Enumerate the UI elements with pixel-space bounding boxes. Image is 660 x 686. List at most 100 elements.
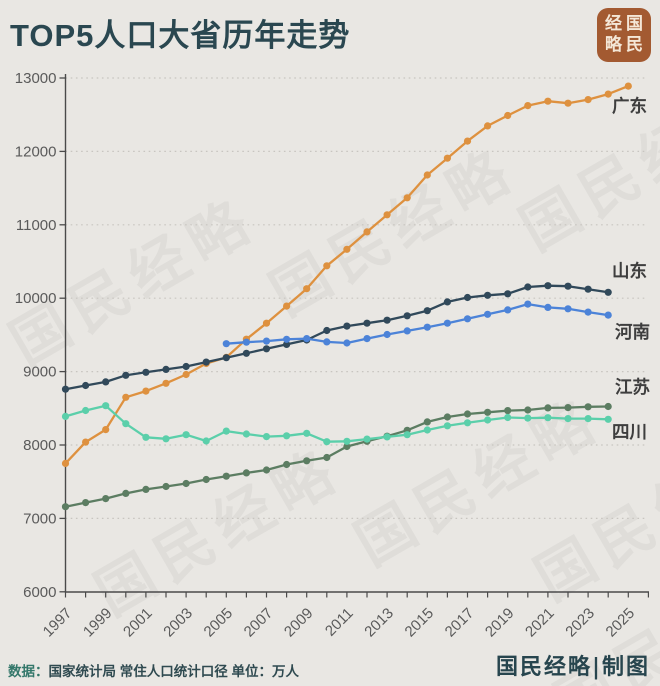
data-point <box>383 330 391 339</box>
data-point <box>323 453 331 462</box>
data-point <box>423 307 431 315</box>
data-point <box>222 427 230 435</box>
data-point <box>82 381 90 390</box>
y-tick-label: 10000 <box>15 290 57 307</box>
x-tick-label: 2025 <box>603 605 639 641</box>
data-point <box>443 413 451 421</box>
series-line-3 <box>65 405 609 508</box>
x-tick-label: 2023 <box>562 605 598 641</box>
data-point <box>323 338 331 346</box>
data-point <box>363 435 371 443</box>
data-point <box>102 402 110 410</box>
data-point <box>524 283 532 291</box>
data-point <box>162 379 170 387</box>
data-point <box>463 419 472 427</box>
data-point <box>443 154 451 162</box>
data-point <box>584 403 592 411</box>
data-point <box>544 404 552 412</box>
data-point <box>504 413 512 422</box>
data-point <box>182 479 190 488</box>
x-tick-label: 1999 <box>80 605 116 641</box>
data-point <box>504 290 512 298</box>
data-point <box>484 291 492 299</box>
data-point <box>484 122 492 130</box>
data-point <box>403 312 411 320</box>
data-point <box>262 345 271 353</box>
data-point <box>564 305 572 313</box>
data-point <box>323 262 331 270</box>
data-point <box>202 437 210 445</box>
data-point <box>564 404 572 412</box>
data-point <box>463 137 472 145</box>
data-point <box>102 378 110 386</box>
data-point <box>584 308 592 316</box>
x-tick-label: 2003 <box>160 605 196 641</box>
x-tick-label: 2009 <box>281 605 317 641</box>
y-tick-label: 8000 <box>23 437 56 454</box>
data-point <box>283 302 291 310</box>
data-point <box>82 438 90 446</box>
data-point <box>303 335 311 343</box>
y-tick-label: 13000 <box>15 70 57 87</box>
data-point <box>484 408 492 416</box>
data-point <box>423 418 431 426</box>
data-point <box>604 402 612 411</box>
page-title: TOP5人口大省历年走势 <box>10 18 351 53</box>
data-point <box>283 460 291 469</box>
data-point <box>242 430 250 438</box>
x-tick-label: 2017 <box>442 605 478 641</box>
data-point <box>443 298 451 306</box>
data-source-note: 数据：国家统计局 常住人口统计口径 单位：万人 <box>8 660 299 680</box>
x-tick-label: 2015 <box>402 605 438 641</box>
logo-char: 略 <box>605 35 622 55</box>
y-tick-label: 12000 <box>15 143 57 160</box>
data-point <box>242 338 250 346</box>
data-point <box>504 306 512 314</box>
data-point <box>604 288 612 296</box>
data-point <box>283 432 291 440</box>
data-point <box>122 393 130 401</box>
series-label-4: 四川 <box>612 422 647 442</box>
data-point <box>122 420 130 428</box>
data-point <box>343 442 351 451</box>
data-point <box>61 385 70 393</box>
data-point <box>262 319 271 327</box>
data-point <box>484 416 492 424</box>
data-point <box>61 412 70 420</box>
data-point <box>604 415 612 423</box>
data-point <box>383 211 391 219</box>
data-point <box>283 340 291 348</box>
x-tick-label: 2001 <box>120 605 156 641</box>
data-point <box>202 475 210 484</box>
data-point <box>122 371 130 379</box>
data-point <box>102 495 110 503</box>
data-point <box>584 96 592 104</box>
x-tick-label: 1997 <box>40 605 76 641</box>
series-line-4 <box>65 404 609 443</box>
data-point <box>142 485 150 493</box>
data-point <box>504 111 512 120</box>
data-point <box>544 282 552 290</box>
series-label-2: 河南 <box>615 322 650 342</box>
data-point <box>303 457 311 465</box>
series-line-0 <box>64 85 629 465</box>
x-tick-label: 2011 <box>322 605 357 640</box>
data-point <box>182 431 190 439</box>
logo-char: 国 <box>626 14 643 34</box>
credit-text: 国民经略|制图 <box>495 654 650 680</box>
data-point <box>463 410 472 418</box>
x-tick-label: 2007 <box>241 605 277 641</box>
data-point <box>82 499 90 507</box>
data-point <box>423 323 431 331</box>
data-point <box>584 415 592 423</box>
data-point <box>524 414 532 422</box>
data-point <box>242 349 250 357</box>
data-point <box>524 300 532 308</box>
data-point <box>403 431 411 439</box>
x-tick-label: 2019 <box>482 605 518 641</box>
data-point <box>624 82 632 90</box>
data-point <box>262 337 271 345</box>
data-point <box>323 326 331 335</box>
data-point <box>363 319 371 327</box>
